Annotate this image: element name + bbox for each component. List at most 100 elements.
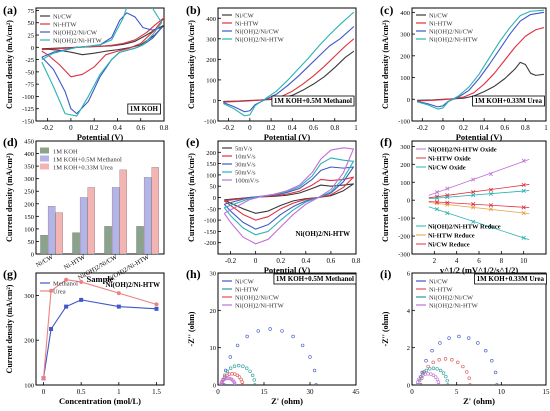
legend-label: Ni(OH)2/Ni-HTW	[53, 38, 103, 45]
data-point	[228, 355, 232, 359]
y-tick-label: 0	[213, 98, 216, 105]
x-tick-label: 0.4	[113, 124, 122, 132]
legend-label: Ni(OH)2/Ni/CW	[429, 29, 474, 36]
x-axis-label: Sample	[87, 274, 114, 284]
data-point	[437, 383, 441, 385]
y-tick-label: 100	[24, 226, 34, 233]
data-point	[437, 358, 441, 362]
data-point	[116, 291, 121, 296]
bar	[136, 226, 144, 254]
data-point	[488, 203, 494, 208]
data-point	[434, 195, 440, 201]
x-axis-label: Z' (ohm)	[463, 396, 495, 406]
legend-label: Ni/CW	[235, 279, 255, 286]
data-point	[445, 200, 450, 205]
data-point	[430, 348, 434, 353]
data-point	[521, 205, 526, 210]
series-line	[417, 11, 545, 108]
y-tick-label: 0	[407, 198, 410, 205]
data-point	[471, 202, 476, 207]
legend-label: Ni-HTW	[429, 21, 453, 28]
legend-label: Ni/CW	[429, 279, 449, 286]
data-point	[445, 195, 450, 200]
data-point	[300, 343, 305, 348]
legend-label: 30mV/s	[235, 162, 256, 169]
annotation-box	[127, 103, 161, 115]
y-tick-label: -150	[22, 119, 34, 126]
chart-b: (b) -100 0 100 200 300 400 -0.2 0 0.2 0.4 0.6 0.8 1 Po…	[186, 3, 358, 142]
legend-label: Ni(OH)2/Ni/CW	[235, 29, 280, 36]
x-tick-label: 0.2	[276, 257, 285, 265]
chart-d: (d) 0 50 100 150 200 250 300 350 400 450 Sample Curr…	[3, 135, 165, 284]
data-point	[431, 366, 436, 370]
data-point	[417, 377, 421, 382]
x-tick-label: -0.2	[42, 124, 54, 132]
legend-label: Ni(OH)2/Ni/CW	[235, 295, 280, 302]
bar	[55, 212, 63, 254]
x-axis-label: Potential (V)	[77, 132, 124, 142]
series-line	[223, 147, 355, 245]
data-point	[256, 329, 260, 333]
x-tick-label: 0	[248, 124, 252, 132]
legend-label: Ni(OH)2/Ni-HTW	[235, 37, 285, 44]
legend-label: 10mV/s	[235, 154, 256, 161]
x-tick-label: 0	[441, 124, 445, 132]
y-tick-label: -150	[204, 229, 216, 236]
x-tick-label: 0.4	[480, 124, 489, 132]
y-tick-label: 30	[210, 271, 217, 278]
series-line	[417, 61, 545, 101]
x-tick-label: 0.8	[160, 124, 169, 132]
x-tick-label: -0.2	[223, 124, 235, 132]
legend-label: Ni/CW	[53, 14, 73, 21]
data-point	[426, 364, 430, 369]
fit-line	[428, 201, 530, 209]
bar	[111, 187, 120, 254]
annotation: 1M KOH+0.33M Urea	[477, 275, 545, 283]
data-point	[521, 235, 526, 240]
legend-label: Ni-HTW	[235, 21, 259, 28]
plot-frame	[35, 272, 165, 386]
chart-e: (e) -200 -150 -100 -50 0 50 100 150 200 -0.2 0 0.2 0.…	[186, 135, 361, 275]
x-tick-label: 0	[42, 388, 46, 396]
y-tick-label: -200	[204, 240, 216, 247]
data-point	[233, 383, 237, 385]
y-axis-label: -Z'' (ohm)	[381, 311, 390, 346]
data-point	[434, 199, 440, 205]
x-tick-label: 0.6	[500, 124, 509, 132]
data-point	[226, 376, 230, 380]
data-point	[235, 373, 240, 378]
series-line	[223, 26, 355, 113]
y-tick-label: 50	[28, 20, 35, 27]
legend-label: 1M KOH	[53, 149, 78, 156]
data-point	[417, 383, 421, 385]
fit-line	[428, 206, 530, 241]
annotation: 1M KOH+0.33M Urea	[475, 97, 543, 105]
data-point	[79, 297, 84, 302]
data-point	[240, 383, 245, 385]
data-point	[434, 190, 440, 195]
x-tick-label: 1.5	[152, 388, 161, 396]
bar	[151, 167, 159, 254]
data-point	[521, 211, 526, 216]
data-point	[237, 363, 241, 368]
data-point	[447, 336, 451, 340]
chart-c: (c) -100 0 100 200 300 400 -0.2 0 0.2 0.4 0.6 0.8 1 Po…	[380, 3, 548, 142]
y-tick-label: -25	[25, 57, 34, 64]
chart-g: (g) 100 200 300 0 0.5 1 1.5 Concentration (mol/L…	[3, 267, 165, 406]
data-point	[250, 373, 255, 377]
data-point	[493, 370, 498, 375]
y-tick-label: 0	[407, 383, 410, 390]
y-axis-label: Current density (mA/cm²)	[5, 153, 14, 242]
panel-label: (e)	[186, 135, 199, 149]
annotation-box	[474, 273, 547, 285]
data-point	[232, 379, 236, 384]
x-tick-label: 0.6	[309, 124, 318, 132]
data-point	[223, 373, 227, 377]
data-point	[435, 367, 439, 371]
y-tick-label: -50	[25, 69, 34, 76]
annotation-box	[271, 95, 355, 107]
x-tick-label: 0	[69, 124, 73, 132]
x-tick-label: -0.2	[225, 257, 237, 265]
data-point	[441, 371, 446, 375]
data-point	[456, 360, 460, 365]
